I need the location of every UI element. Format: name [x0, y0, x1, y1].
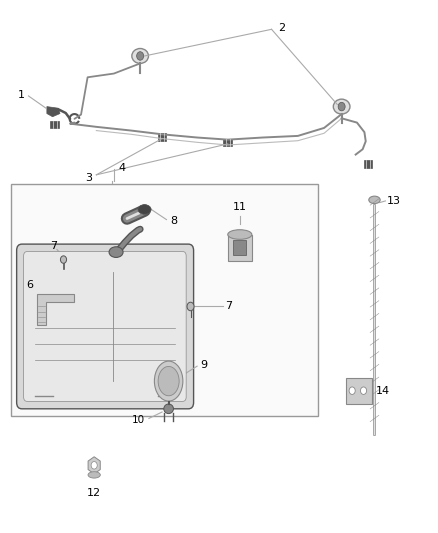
- Text: 8: 8: [170, 216, 177, 226]
- Ellipse shape: [228, 230, 252, 239]
- Ellipse shape: [158, 367, 179, 395]
- Circle shape: [187, 302, 194, 311]
- Text: 14: 14: [376, 386, 390, 396]
- Text: 3: 3: [85, 173, 92, 183]
- Bar: [364, 160, 372, 168]
- Bar: [223, 139, 232, 146]
- Ellipse shape: [333, 99, 350, 114]
- Ellipse shape: [164, 404, 173, 414]
- Circle shape: [137, 52, 144, 60]
- FancyBboxPatch shape: [17, 244, 194, 409]
- Ellipse shape: [154, 361, 183, 401]
- Circle shape: [91, 462, 97, 469]
- Bar: [158, 133, 166, 141]
- Text: 11: 11: [233, 202, 247, 212]
- Ellipse shape: [369, 196, 380, 204]
- Bar: [50, 121, 59, 128]
- Text: 6: 6: [26, 280, 33, 289]
- Bar: [11, 184, 318, 416]
- Bar: [346, 378, 372, 404]
- Circle shape: [360, 387, 367, 394]
- Text: 7: 7: [50, 241, 57, 251]
- Text: 13: 13: [387, 196, 401, 206]
- Text: 12: 12: [87, 488, 101, 498]
- Text: 4: 4: [118, 163, 125, 173]
- Polygon shape: [37, 294, 74, 325]
- Ellipse shape: [109, 247, 123, 257]
- Text: 7: 7: [226, 302, 233, 311]
- Text: 10: 10: [132, 415, 145, 425]
- Text: 9: 9: [200, 360, 207, 370]
- Text: 2: 2: [278, 23, 285, 33]
- Circle shape: [349, 387, 355, 394]
- Ellipse shape: [88, 472, 100, 478]
- Text: 1: 1: [18, 90, 25, 100]
- Ellipse shape: [138, 205, 151, 214]
- Circle shape: [60, 256, 67, 263]
- Bar: [233, 240, 246, 255]
- Bar: [228, 235, 252, 261]
- Polygon shape: [47, 107, 60, 117]
- Circle shape: [338, 102, 345, 111]
- FancyBboxPatch shape: [24, 252, 186, 401]
- Ellipse shape: [132, 49, 148, 63]
